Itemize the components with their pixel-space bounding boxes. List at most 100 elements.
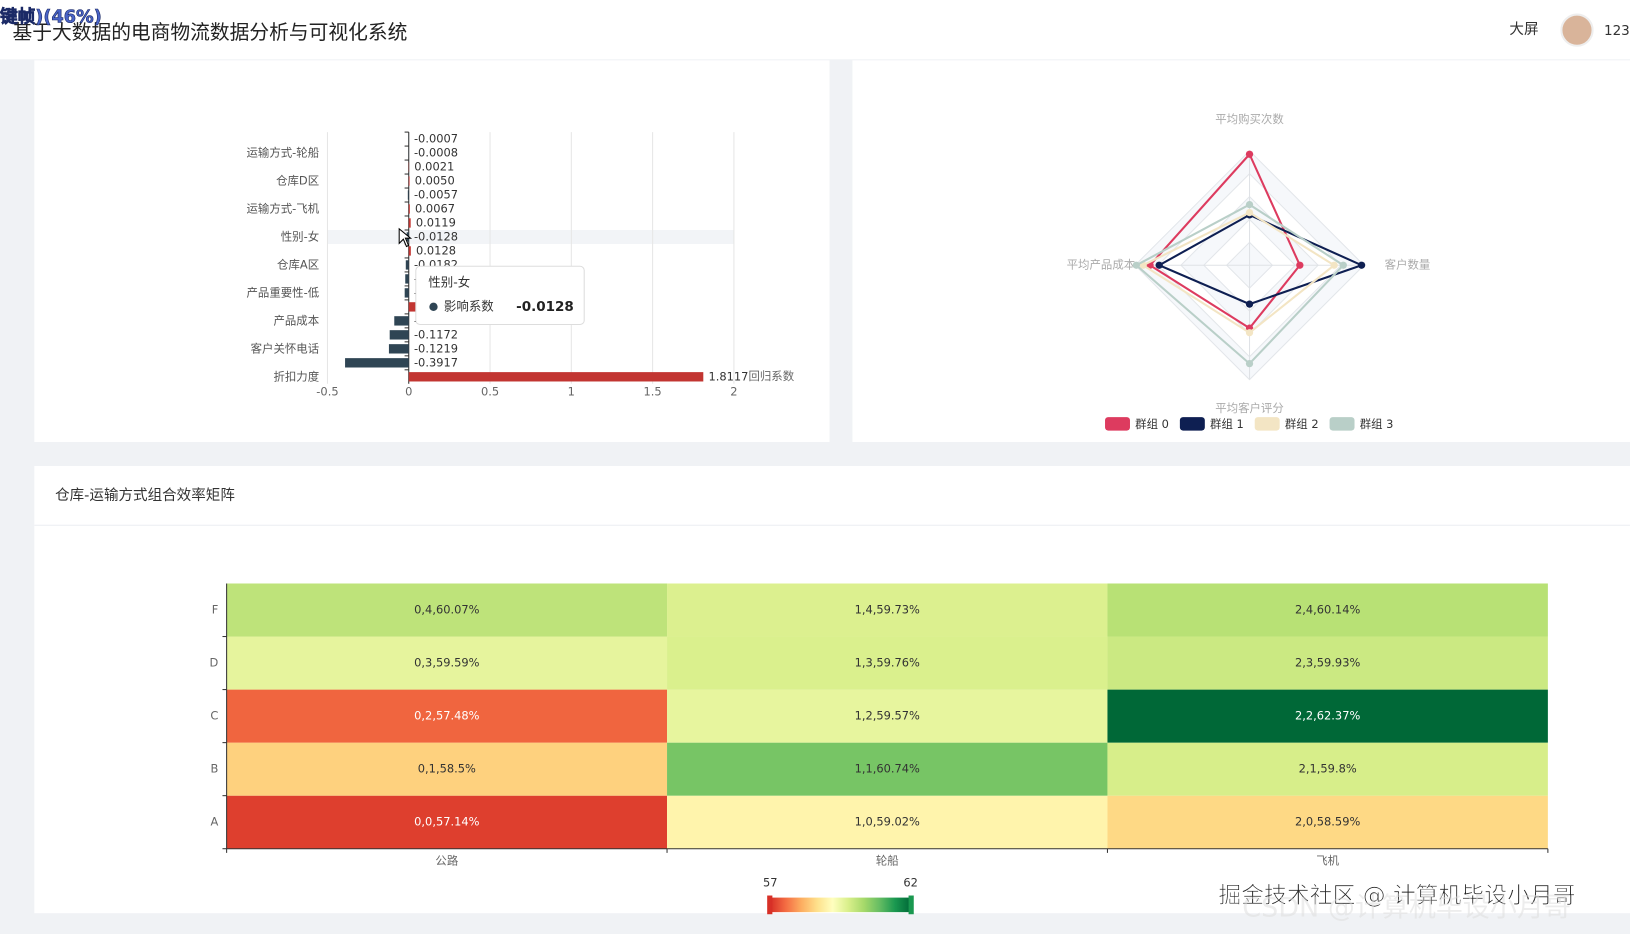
heat-cell [1107, 795, 1548, 849]
legend-swatch [1179, 417, 1205, 431]
watermark-faint: CSDN @计算机毕设小月哥 [1242, 893, 1571, 924]
visual-map-label: 57 [763, 876, 778, 890]
legend-swatch [1105, 417, 1130, 431]
tooltip-series: 影响系数 [444, 298, 494, 313]
heat-cell [226, 742, 668, 796]
heat-cell [1107, 583, 1548, 637]
visual-map-handle[interactable] [767, 895, 773, 915]
cell-label: 1,2,59.57% [855, 709, 920, 723]
value-label: 0.0021 [414, 160, 454, 174]
cell-label: 0,2,57.48% [414, 709, 479, 723]
user-name[interactable]: 123 [1604, 23, 1630, 39]
watermark: 掘金技术社区 @ 计算机毕设小月哥 [1218, 883, 1575, 909]
radar-point [1245, 300, 1254, 308]
cell-label: 2,2,62.37% [1295, 709, 1360, 723]
radar-point [1245, 329, 1254, 337]
tooltip-box [415, 265, 585, 326]
cell-label: 0,4,60.07% [414, 603, 479, 617]
screen-link[interactable]: 大屏 [1509, 21, 1538, 38]
radar-point [1245, 359, 1254, 368]
bar [408, 176, 410, 186]
heat-cell [226, 795, 668, 849]
x-tick-label: 1.5 [644, 385, 662, 399]
visual-map [770, 897, 911, 913]
heat-cell [667, 689, 1108, 743]
x-tick-label: -0.5 [316, 385, 338, 399]
legend-label: 群组 1 [1210, 417, 1244, 431]
cell-label: 0,3,59.59% [414, 656, 479, 670]
y-tick-label: 折扣力度 [273, 369, 319, 383]
x-tick-label: 1 [568, 385, 575, 399]
indicator-label: 客户数量 [1385, 258, 1431, 272]
chart-title: 仓库-运输方式组合效率矩阵 [55, 487, 235, 504]
cell-label: 2,3,59.93% [1295, 656, 1360, 670]
cell-label: 0,1,58.5% [418, 762, 476, 776]
y-tick-label: 产品重要性-低 [247, 285, 320, 299]
y-tick-label: A [210, 815, 218, 829]
heat-cell [667, 636, 1108, 690]
heat-cell [226, 689, 668, 743]
heat-cell [226, 583, 668, 637]
radar-point [1132, 261, 1140, 269]
heat-cell [667, 583, 1108, 637]
heat-cell [226, 636, 668, 690]
bar [408, 246, 411, 256]
value-label: 1.8117 [708, 369, 748, 383]
value-label: 0.0119 [416, 215, 456, 229]
value-label: 0.0050 [415, 174, 455, 188]
header-bar [0, 0, 1630, 60]
radar-point [1155, 261, 1163, 269]
radar-point [1296, 261, 1304, 269]
radar-point [1245, 200, 1254, 209]
cell-label: 0,0,57.14% [414, 815, 479, 829]
value-label: -0.0007 [414, 132, 458, 146]
legend-label: 群组 3 [1360, 417, 1394, 431]
heat-cell [1107, 689, 1548, 743]
bar [394, 316, 409, 326]
y-tick-label: 性别-女 [281, 229, 319, 243]
y-tick-label: 运输方式-轮船 [247, 146, 320, 160]
bar [408, 302, 419, 312]
visual-map-handle[interactable] [908, 895, 914, 915]
bar [345, 358, 409, 368]
y-tick-label: F [212, 603, 219, 617]
overlay-text: 键帧)(46%) [0, 6, 102, 28]
regression-chart: -0.5 0 0.5 1 1.5 2 回归系数 -0.0007-0.0008 运输方式-轮船 0.… [247, 131, 795, 399]
x-tick-label: 公路 [435, 854, 458, 868]
bar [388, 344, 409, 354]
value-label: -0.0128 [414, 229, 458, 243]
tooltip-dot [429, 302, 438, 311]
cell-label: 1,1,60.74% [855, 762, 920, 776]
value-label: -0.3917 [414, 355, 458, 369]
indicator-label: 平均购买次数 [1215, 112, 1284, 126]
legend-label: 群组 2 [1285, 417, 1319, 431]
cell-label: 1,3,59.76% [855, 656, 920, 670]
value-label: -0.0057 [414, 188, 458, 202]
radar-point [1357, 261, 1366, 269]
y-tick-label: B [210, 762, 218, 776]
indicator-label: 平均客户评分 [1215, 401, 1284, 415]
heat-cell [667, 795, 1108, 849]
value-label: -0.1219 [414, 341, 458, 355]
cell-label: 2,4,60.14% [1295, 603, 1360, 617]
avatar[interactable] [1560, 13, 1594, 47]
value-label: 0.0067 [415, 201, 455, 215]
visual-map-label: 62 [903, 876, 918, 890]
radar-point [1339, 261, 1347, 269]
bar [408, 204, 410, 214]
cell-label: 2,1,59.8% [1299, 762, 1357, 776]
bar [408, 372, 704, 382]
x-tick-label: 0 [405, 385, 412, 399]
value-label: -0.1172 [414, 327, 458, 341]
tooltip-value: -0.0128 [516, 299, 574, 315]
bar [405, 274, 409, 284]
bar [404, 288, 409, 298]
hover-band [327, 229, 734, 244]
value-label: 0.0128 [416, 243, 456, 257]
x-tick-label: 2 [730, 385, 737, 399]
x-tick-label: 轮船 [876, 854, 899, 868]
heat-cell [1107, 636, 1548, 690]
